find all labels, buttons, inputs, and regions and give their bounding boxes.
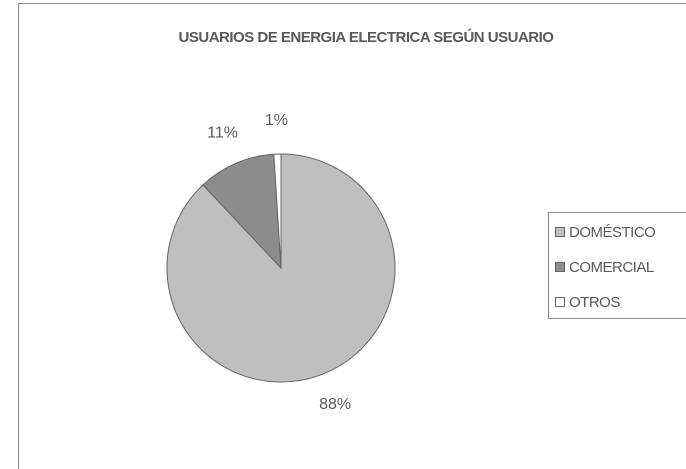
data-label: 88% [319, 396, 351, 413]
legend-box [548, 212, 686, 319]
legend-label: DOMÉSTICO [569, 224, 655, 241]
legend-swatch [555, 262, 565, 272]
legend-swatch [555, 297, 565, 307]
legend-swatch [555, 227, 565, 237]
legend-label: COMERCIAL [569, 259, 654, 276]
pie-slice [273, 153, 282, 269]
data-label: 11% [207, 124, 238, 141]
data-label: 1% [265, 112, 288, 129]
pie-slice [202, 153, 282, 270]
chart-title: USUARIOS DE ENERGIA ELECTRICA SEGÚN USUA… [179, 28, 555, 46]
legend-label: OTROS [569, 294, 620, 311]
